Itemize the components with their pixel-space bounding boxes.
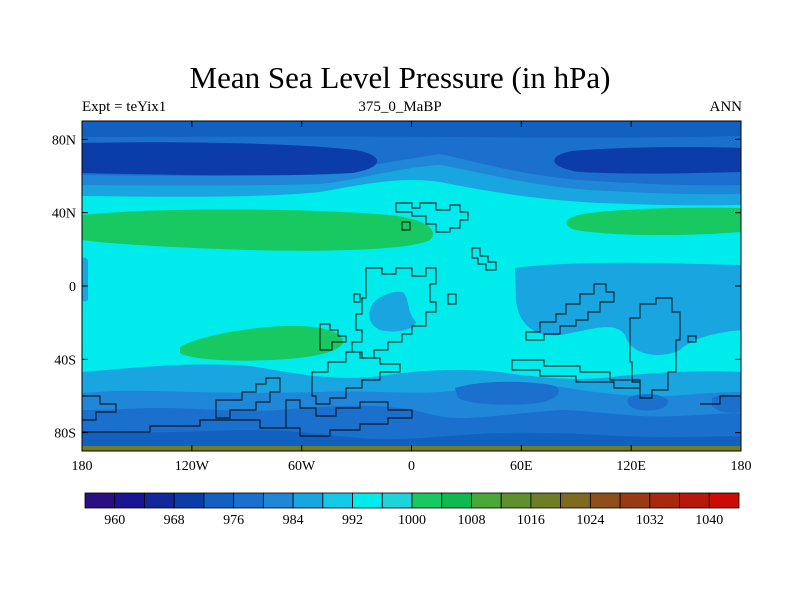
lon-tick-label: 180 bbox=[72, 459, 93, 474]
colorbar-swatch bbox=[560, 492, 591, 509]
colorbar-swatch bbox=[500, 492, 532, 509]
landmass-north-2 bbox=[401, 221, 411, 231]
landmass-central-3 bbox=[447, 293, 457, 305]
south-coast-right bbox=[700, 395, 741, 405]
lon-tick-label: 180 bbox=[731, 459, 752, 474]
colorbar-label: 968 bbox=[164, 513, 185, 528]
colorbar-swatch bbox=[649, 492, 680, 509]
colorbar-swatch bbox=[411, 492, 443, 509]
landmass-south-3 bbox=[215, 377, 281, 419]
landmass-south-4 bbox=[285, 399, 413, 437]
landmass-north-3 bbox=[471, 247, 497, 271]
lon-tick-label: 120E bbox=[616, 459, 646, 474]
colorbar-swatch bbox=[441, 492, 472, 509]
landmass-central bbox=[351, 267, 437, 359]
colorbar: 960 968 976 984 992 1000 1008 1016 1024 1032 1040 bbox=[84, 492, 740, 528]
colorbar-label: 960 bbox=[104, 513, 125, 528]
colorbar-label: 992 bbox=[342, 513, 363, 528]
colorbar-swatch bbox=[233, 492, 264, 509]
colorbar-label: 1024 bbox=[576, 513, 604, 528]
lat-tick-label: 40N bbox=[52, 207, 76, 222]
landmass-north bbox=[395, 202, 469, 233]
continent-outlines bbox=[82, 202, 741, 437]
colorbar-swatch bbox=[589, 492, 621, 509]
season-label: ANN bbox=[709, 99, 743, 115]
axis-layer: 180 120W 60W 0 60E 120E 180 80N 40N 0 40S 80S bbox=[52, 121, 752, 474]
landmass-east-arc bbox=[525, 283, 615, 341]
landmass-east bbox=[629, 297, 681, 399]
colorbar-swatch bbox=[292, 492, 324, 509]
lat-tick-label: 40S bbox=[54, 353, 76, 368]
high-south bbox=[180, 325, 344, 361]
landmass-west bbox=[319, 323, 347, 351]
experiment-label: Expt = teYix1 bbox=[82, 99, 167, 115]
south-low-patch-3 bbox=[712, 394, 741, 413]
colorbar-label: 1032 bbox=[636, 513, 664, 528]
colorbar-swatch bbox=[84, 492, 116, 509]
colorbar-label: 984 bbox=[283, 513, 304, 528]
colorbar-swatch bbox=[679, 492, 710, 509]
lon-tick-label: 60E bbox=[510, 459, 533, 474]
colorbar-label: 976 bbox=[223, 513, 244, 528]
north-low-core bbox=[82, 142, 378, 176]
landmass-central-2 bbox=[353, 293, 361, 303]
high-north-atlantic bbox=[82, 209, 434, 251]
colorbar-swatch bbox=[471, 492, 502, 509]
colorbar-label: 1016 bbox=[517, 513, 545, 528]
colorbar-label: 1000 bbox=[398, 513, 426, 528]
tropics-central-moderate bbox=[369, 291, 416, 332]
south-low-patch-2 bbox=[627, 394, 669, 411]
colorbar-swatch bbox=[352, 492, 383, 509]
south-low-core bbox=[82, 430, 741, 451]
colorbar-swatch bbox=[708, 492, 740, 509]
colorbar-swatch bbox=[114, 492, 145, 509]
high-north-pacific bbox=[566, 207, 741, 236]
lat-tick-label: 80S bbox=[54, 427, 76, 442]
lat-tick-label: 0 bbox=[69, 280, 76, 295]
plot-title: Mean Sea Level Pressure (in hPa) bbox=[189, 60, 611, 95]
colorbar-swatch bbox=[619, 492, 651, 509]
colorbar-label: 1008 bbox=[457, 513, 485, 528]
landmass-south-main bbox=[311, 351, 401, 405]
colorbar-swatch bbox=[530, 492, 562, 509]
colorbar-swatch bbox=[262, 492, 294, 509]
lon-tick-label: 0 bbox=[408, 459, 415, 474]
north-low-core-east bbox=[554, 147, 741, 174]
lat-tick-label: 80N bbox=[52, 133, 76, 148]
south-coast-left bbox=[82, 395, 117, 421]
contour-fill-layer bbox=[82, 121, 741, 451]
colorbar-swatch bbox=[173, 492, 205, 509]
north-band-4 bbox=[82, 121, 741, 138]
colorbar-swatch bbox=[203, 492, 235, 509]
antarctic-outline bbox=[82, 419, 300, 433]
south-low-patch-1 bbox=[455, 381, 559, 405]
colorbar-swatch bbox=[144, 492, 175, 509]
lon-tick-label: 120W bbox=[175, 459, 210, 474]
tropics-west-moderate bbox=[82, 257, 88, 302]
landmass-east-2 bbox=[687, 335, 697, 343]
colorbar-swatch bbox=[381, 492, 413, 509]
colorbar-label: 1040 bbox=[695, 513, 723, 528]
colorbar-swatch bbox=[322, 492, 353, 509]
time-label: 375_0_MaBP bbox=[358, 99, 442, 115]
lon-tick-label: 60W bbox=[288, 459, 316, 474]
landmass-south-2 bbox=[511, 359, 641, 389]
tropics-east-moderate bbox=[515, 262, 741, 355]
